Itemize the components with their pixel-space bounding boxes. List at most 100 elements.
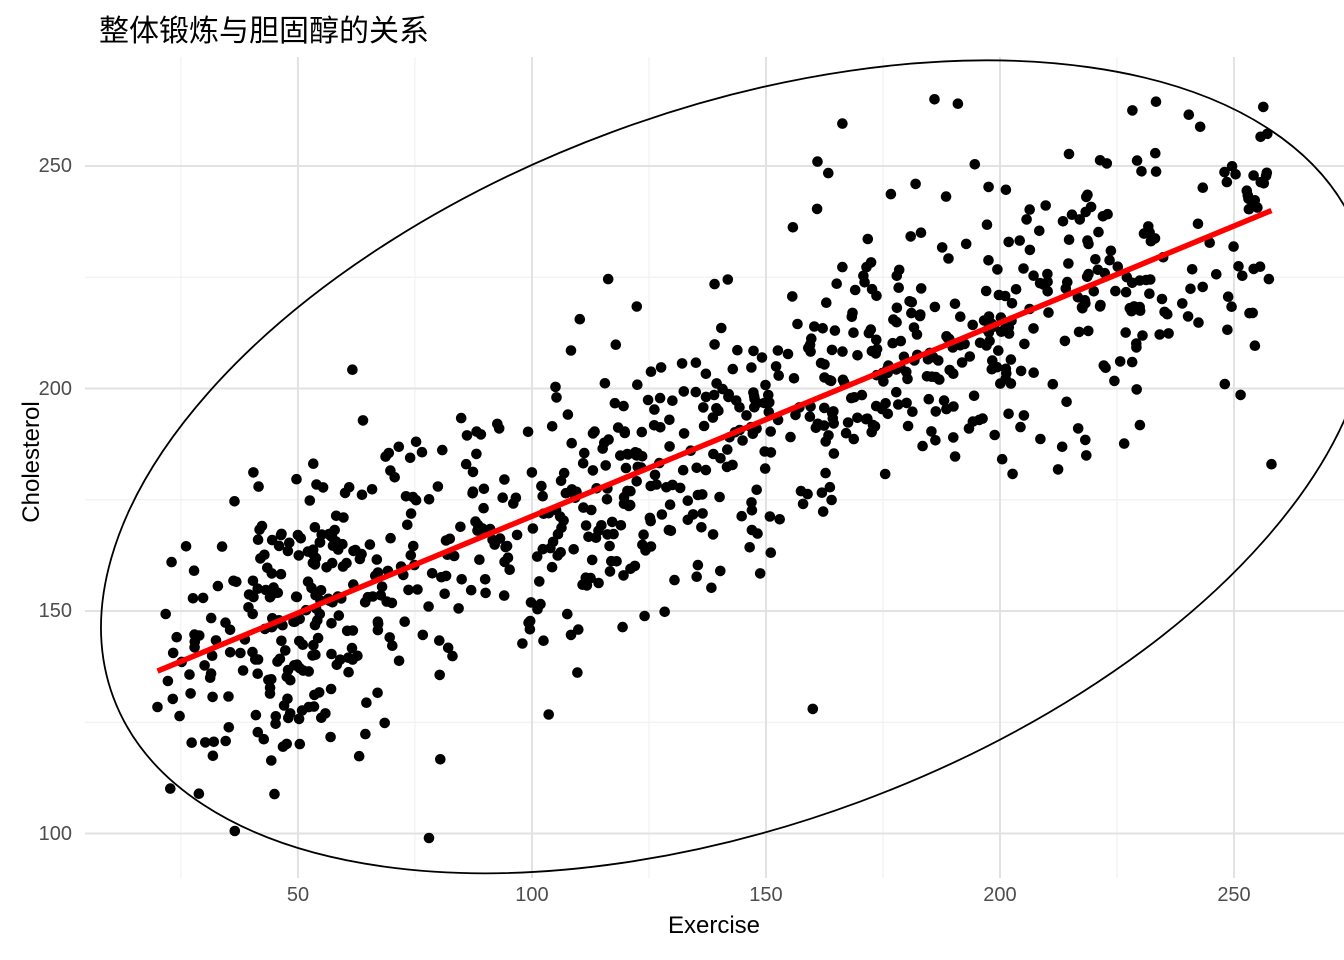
data-point bbox=[651, 479, 662, 490]
data-point bbox=[200, 737, 211, 748]
data-point bbox=[550, 381, 561, 393]
data-point bbox=[700, 368, 712, 380]
data-point bbox=[272, 587, 284, 599]
data-point bbox=[546, 561, 558, 573]
data-point bbox=[1144, 288, 1155, 299]
data-point bbox=[1088, 286, 1100, 297]
data-point bbox=[915, 227, 927, 238]
y-tick-label: 250 bbox=[38, 155, 72, 178]
data-point bbox=[310, 649, 321, 661]
data-point bbox=[901, 397, 912, 409]
data-point bbox=[479, 574, 491, 585]
data-point bbox=[280, 645, 291, 656]
data-point bbox=[551, 392, 562, 403]
data-point bbox=[1118, 438, 1130, 449]
data-point bbox=[797, 498, 809, 510]
data-point bbox=[511, 529, 523, 541]
data-point bbox=[1090, 254, 1101, 265]
y-tick-label: 200 bbox=[38, 377, 72, 400]
data-point bbox=[453, 603, 464, 614]
data-point bbox=[1150, 147, 1161, 159]
data-point bbox=[356, 489, 368, 501]
data-point bbox=[645, 366, 657, 378]
data-point bbox=[1138, 228, 1150, 239]
data-point bbox=[636, 426, 648, 438]
data-point bbox=[1085, 201, 1097, 213]
data-point bbox=[1120, 327, 1131, 338]
data-point bbox=[983, 255, 994, 266]
data-point bbox=[722, 444, 733, 455]
data-point bbox=[383, 447, 395, 459]
data-point bbox=[499, 556, 510, 568]
data-point bbox=[604, 540, 615, 552]
data-point bbox=[393, 655, 405, 667]
data-point bbox=[941, 403, 952, 415]
data-point bbox=[848, 433, 860, 445]
data-point bbox=[849, 284, 861, 296]
data-point bbox=[1183, 109, 1195, 120]
data-point bbox=[354, 553, 366, 565]
data-point bbox=[600, 460, 611, 471]
data-point bbox=[893, 399, 904, 410]
data-point bbox=[1233, 261, 1244, 272]
data-point bbox=[587, 428, 599, 439]
data-point bbox=[1059, 335, 1071, 347]
data-point bbox=[687, 509, 699, 520]
data-point bbox=[696, 522, 707, 533]
data-point bbox=[619, 426, 630, 437]
data-point bbox=[460, 458, 472, 470]
confidence-ellipse bbox=[100, 59, 1344, 875]
data-point bbox=[764, 511, 776, 522]
data-point bbox=[1007, 468, 1018, 480]
data-point bbox=[352, 650, 363, 662]
data-point bbox=[1014, 235, 1025, 246]
data-point bbox=[930, 406, 942, 417]
data-point bbox=[1028, 323, 1039, 334]
data-point bbox=[879, 468, 891, 480]
data-point bbox=[174, 710, 185, 722]
data-point bbox=[840, 427, 852, 439]
data-point bbox=[642, 394, 654, 406]
data-point bbox=[193, 788, 205, 799]
data-point bbox=[1222, 291, 1234, 302]
data-point bbox=[309, 522, 321, 533]
data-point bbox=[293, 550, 305, 561]
data-point bbox=[366, 484, 378, 495]
data-point bbox=[727, 363, 739, 375]
data-point bbox=[393, 441, 405, 453]
data-point bbox=[1066, 209, 1078, 220]
data-point bbox=[206, 650, 218, 661]
data-point bbox=[667, 395, 678, 407]
data-point bbox=[1185, 283, 1196, 295]
data-point bbox=[379, 717, 391, 729]
data-point bbox=[611, 556, 622, 567]
data-point bbox=[691, 571, 702, 582]
data-point bbox=[276, 635, 287, 647]
data-point bbox=[715, 565, 726, 577]
data-point bbox=[809, 321, 820, 332]
data-point bbox=[700, 464, 712, 476]
data-point bbox=[1247, 307, 1258, 319]
data-point bbox=[846, 392, 857, 404]
data-point bbox=[522, 426, 534, 438]
data-point bbox=[817, 323, 828, 334]
data-point bbox=[812, 156, 823, 167]
data-point bbox=[389, 472, 401, 483]
data-point bbox=[749, 402, 760, 413]
data-point bbox=[455, 521, 466, 533]
data-point bbox=[1021, 214, 1032, 225]
data-point bbox=[1063, 258, 1074, 269]
data-point bbox=[878, 376, 889, 387]
data-point bbox=[895, 335, 907, 347]
data-point bbox=[586, 554, 598, 566]
data-point bbox=[293, 713, 305, 725]
data-point bbox=[984, 335, 995, 347]
data-point bbox=[654, 392, 666, 404]
data-point bbox=[1047, 378, 1059, 390]
data-point bbox=[341, 625, 353, 637]
data-point bbox=[385, 532, 396, 544]
data-point bbox=[197, 592, 209, 604]
data-point bbox=[357, 415, 369, 426]
data-point bbox=[1010, 284, 1022, 295]
